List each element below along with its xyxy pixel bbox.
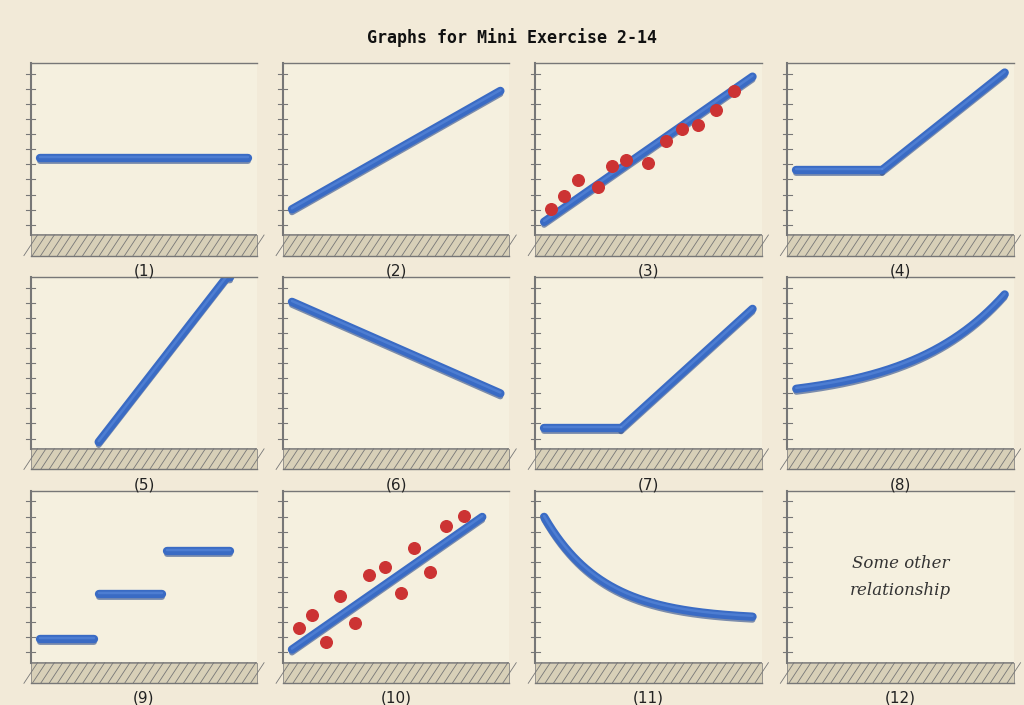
Point — [392, 587, 409, 599]
Bar — [787, 449, 1014, 470]
Text: (1): (1) — [133, 263, 155, 278]
Bar — [535, 663, 762, 683]
Bar — [787, 663, 1014, 683]
Point — [590, 181, 606, 192]
Point — [422, 567, 438, 578]
Point — [726, 85, 742, 97]
Point — [332, 590, 348, 601]
Point — [347, 618, 364, 629]
Point — [543, 204, 559, 215]
Text: (12): (12) — [885, 691, 916, 705]
Text: (2): (2) — [385, 263, 407, 278]
Point — [617, 154, 634, 165]
Point — [317, 637, 334, 648]
Point — [291, 623, 307, 634]
Bar — [31, 235, 257, 256]
Text: (8): (8) — [890, 477, 911, 492]
Point — [456, 510, 472, 522]
Bar — [787, 235, 1014, 256]
Point — [604, 161, 621, 172]
Point — [708, 104, 724, 116]
Point — [658, 135, 675, 146]
Text: (9): (9) — [133, 691, 155, 705]
Point — [690, 120, 707, 131]
Point — [556, 190, 572, 201]
Point — [377, 561, 393, 572]
Text: (11): (11) — [633, 691, 664, 705]
Text: (10): (10) — [381, 691, 412, 705]
Bar — [535, 235, 762, 256]
Text: (5): (5) — [133, 477, 155, 492]
Bar — [283, 663, 510, 683]
Bar — [535, 449, 762, 470]
Text: Some other
relationship: Some other relationship — [850, 555, 951, 599]
Point — [407, 542, 423, 553]
Text: (6): (6) — [385, 477, 407, 492]
Text: (4): (4) — [890, 263, 911, 278]
Text: (7): (7) — [638, 477, 659, 492]
Point — [640, 157, 656, 168]
Point — [674, 123, 690, 134]
Bar — [31, 663, 257, 683]
Bar — [31, 449, 257, 470]
Point — [304, 609, 321, 620]
Bar — [283, 235, 510, 256]
Point — [570, 174, 587, 185]
Point — [438, 520, 455, 532]
Text: (3): (3) — [638, 263, 659, 278]
Bar — [283, 449, 510, 470]
Point — [360, 570, 377, 581]
Text: Graphs for Mini Exercise 2-14: Graphs for Mini Exercise 2-14 — [367, 28, 657, 47]
